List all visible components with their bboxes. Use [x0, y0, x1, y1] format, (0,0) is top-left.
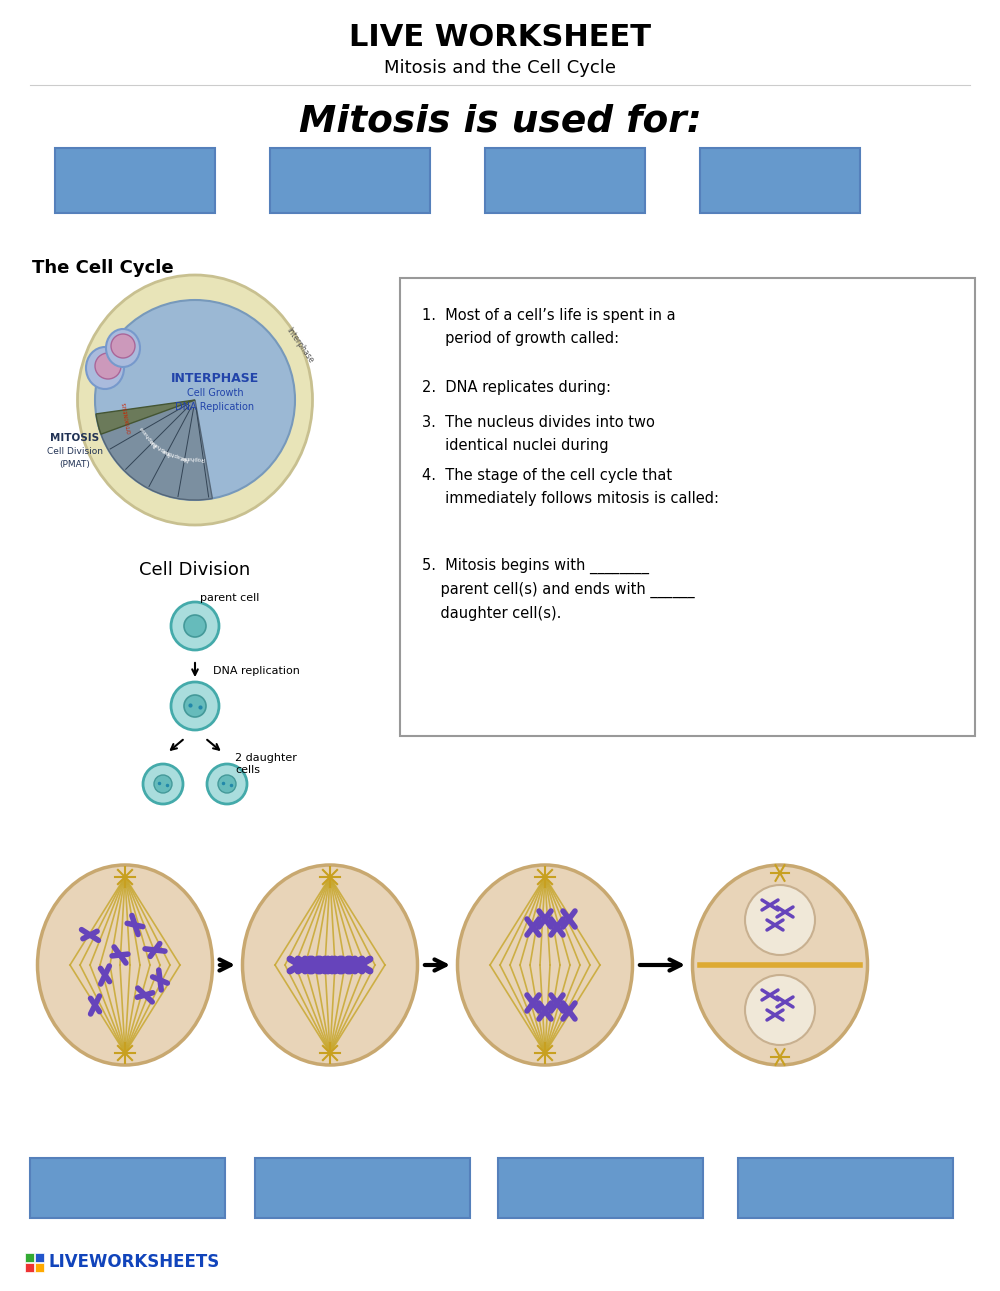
- Ellipse shape: [692, 865, 868, 1065]
- Ellipse shape: [38, 865, 212, 1065]
- Bar: [35, 1263, 44, 1272]
- Bar: [498, 1158, 703, 1217]
- Bar: [55, 148, 215, 213]
- Circle shape: [218, 775, 236, 793]
- Ellipse shape: [106, 329, 140, 367]
- Bar: [400, 278, 975, 736]
- Text: Cell Division: Cell Division: [139, 562, 251, 578]
- Text: 2 daughter: 2 daughter: [235, 753, 297, 763]
- Text: parent cell: parent cell: [200, 593, 260, 603]
- Text: The Cell Cycle: The Cell Cycle: [32, 259, 174, 278]
- Bar: [35, 1254, 44, 1263]
- Text: LIVEWORKSHEETS: LIVEWORKSHEETS: [49, 1254, 220, 1272]
- Bar: [485, 148, 645, 213]
- Bar: [700, 148, 860, 213]
- Wedge shape: [96, 400, 195, 434]
- Bar: [25, 1254, 34, 1263]
- Bar: [30, 1158, 225, 1217]
- Text: CYTOKINESIS: CYTOKINESIS: [122, 400, 132, 434]
- Bar: [255, 1158, 470, 1217]
- Text: MITOSIS: MITOSIS: [50, 432, 100, 443]
- Text: Anaphase: Anaphase: [149, 438, 173, 457]
- Text: INTERPHASE: INTERPHASE: [171, 372, 259, 385]
- Text: Telophase: Telophase: [139, 423, 159, 448]
- Text: 4.  The stage of the cell cycle that
     immediately follows mitosis is called:: 4. The stage of the cell cycle that imme…: [422, 469, 719, 506]
- Text: 3.  The nucleus divides into two
     identical nuclei during: 3. The nucleus divides into two identica…: [422, 414, 655, 453]
- Text: (PMAT): (PMAT): [60, 461, 90, 470]
- Text: Mitosis is used for:: Mitosis is used for:: [299, 105, 701, 139]
- Circle shape: [95, 352, 121, 380]
- Ellipse shape: [242, 865, 418, 1065]
- Bar: [270, 148, 430, 213]
- Circle shape: [184, 695, 206, 717]
- Text: Metaphase: Metaphase: [161, 447, 190, 462]
- Text: Prophase: Prophase: [180, 454, 204, 461]
- Text: Cell Growth: Cell Growth: [187, 389, 243, 398]
- Ellipse shape: [86, 347, 124, 389]
- Text: DNA replication: DNA replication: [213, 666, 300, 676]
- Text: LIVE WORKSHEET: LIVE WORKSHEET: [349, 23, 651, 53]
- Text: 1.  Most of a cell’s life is spent in a
     period of growth called:: 1. Most of a cell’s life is spent in a p…: [422, 309, 676, 346]
- Circle shape: [95, 300, 295, 500]
- Circle shape: [171, 682, 219, 729]
- Circle shape: [171, 602, 219, 649]
- Text: 5.  Mitosis begins with ________
    parent cell(s) and ends with ______
    dau: 5. Mitosis begins with ________ parent c…: [422, 558, 695, 621]
- Circle shape: [207, 764, 247, 804]
- Circle shape: [745, 975, 815, 1044]
- Text: DNA Replication: DNA Replication: [175, 402, 255, 412]
- Text: Interphase: Interphase: [284, 325, 316, 364]
- Text: Cell Division: Cell Division: [47, 448, 103, 457]
- Wedge shape: [98, 400, 212, 500]
- Bar: [738, 1158, 953, 1217]
- Circle shape: [154, 775, 172, 793]
- Bar: [25, 1263, 34, 1272]
- Circle shape: [184, 615, 206, 636]
- Text: Mitosis and the Cell Cycle: Mitosis and the Cell Cycle: [384, 59, 616, 77]
- Circle shape: [111, 334, 135, 358]
- Circle shape: [745, 886, 815, 955]
- Ellipse shape: [78, 275, 312, 525]
- Text: cells: cells: [235, 766, 260, 775]
- Circle shape: [143, 764, 183, 804]
- Ellipse shape: [458, 865, 633, 1065]
- Text: 2.  DNA replicates during:: 2. DNA replicates during:: [422, 380, 611, 395]
